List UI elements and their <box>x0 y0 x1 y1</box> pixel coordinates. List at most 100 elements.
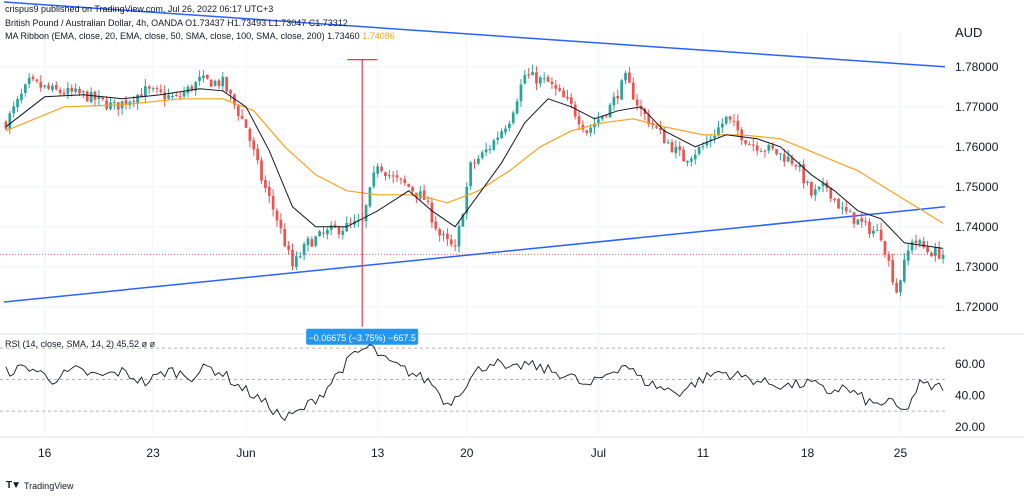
candle-body <box>697 147 701 154</box>
ma-ribbon-label: MA Ribbon (EMA, close, 20, EMA, close, 5… <box>5 31 325 41</box>
candle-body <box>82 91 85 93</box>
candle-body <box>267 187 271 197</box>
candle-body <box>837 198 840 209</box>
candle-body <box>298 256 302 258</box>
candle-body <box>213 80 217 86</box>
candle-body <box>209 79 213 87</box>
candle-body <box>74 88 77 92</box>
candle-body <box>933 247 937 256</box>
candle-body <box>194 81 198 91</box>
candle-body <box>647 114 651 125</box>
candle-body <box>899 280 902 293</box>
candle-body <box>322 232 325 234</box>
candle-body <box>802 164 806 184</box>
candle-body <box>407 183 411 187</box>
candle-body <box>426 200 430 202</box>
candle-body <box>446 233 449 239</box>
candle-body <box>113 102 116 104</box>
candle-body <box>496 137 500 141</box>
candle-body <box>442 234 445 236</box>
candle-body <box>608 104 612 118</box>
candle-body <box>844 206 848 212</box>
candle-body <box>767 144 771 151</box>
candle-body <box>941 254 945 260</box>
candle-body <box>66 87 70 95</box>
candle-body <box>891 259 895 283</box>
candle-body <box>411 187 414 192</box>
trendline-upper <box>3 1 946 68</box>
price-tick-label: 1.73000 <box>955 260 999 274</box>
candle-body <box>535 72 538 84</box>
candle-body <box>829 187 833 199</box>
candle-body <box>333 224 337 228</box>
candle-body <box>240 116 244 119</box>
candle-body <box>31 76 35 80</box>
candle-body <box>810 182 813 196</box>
candle-body <box>295 256 298 267</box>
ohlc-values: O1.73437 H1.73493 L1.73047 C1.73312 <box>185 18 348 28</box>
candle-body <box>20 93 23 101</box>
candle-body <box>662 130 666 144</box>
candle-body <box>163 92 167 100</box>
candle-body <box>380 166 383 172</box>
candle-body <box>562 90 565 98</box>
candle-body <box>639 106 643 110</box>
candle-body <box>655 126 658 128</box>
candle-body <box>364 205 368 221</box>
candle-body <box>147 86 151 89</box>
candle-body <box>473 162 476 164</box>
candle-body <box>833 198 836 200</box>
candle-body <box>612 96 616 106</box>
candle-body <box>558 88 562 91</box>
price-tick-label: 1.75000 <box>955 180 999 194</box>
time-tick-label: Jun <box>236 446 255 460</box>
candle-body <box>337 227 341 235</box>
ma-ribbon-layer <box>5 88 944 249</box>
candle-body <box>271 196 275 210</box>
price-unit-label: AUD <box>955 25 982 40</box>
candle-body <box>887 254 891 261</box>
candle-body <box>306 238 310 245</box>
ma-value-1: 1.73460 <box>327 31 360 41</box>
candle-body <box>902 259 906 282</box>
candle-body <box>291 249 294 267</box>
candle-body <box>171 96 174 98</box>
symbol-name: British Pound / Australian Dollar, 4h, O… <box>5 18 183 28</box>
candle-body <box>35 79 39 82</box>
candle-body <box>635 99 639 106</box>
candle-body <box>728 116 732 120</box>
candle-body <box>798 165 802 168</box>
candle-body <box>202 75 205 79</box>
candle-body <box>256 148 259 161</box>
candle-body <box>391 175 395 177</box>
candle-body <box>817 186 821 190</box>
candle-body <box>449 239 453 245</box>
brand-label: TradingView <box>24 480 74 491</box>
candle-body <box>387 175 391 177</box>
candle-body <box>159 89 163 92</box>
candle-body <box>690 158 693 162</box>
candle-body <box>198 76 201 81</box>
candle-body <box>51 85 54 90</box>
candle-body <box>852 212 856 224</box>
candle-body <box>519 84 523 102</box>
candle-body <box>914 240 918 243</box>
trendline-lower <box>3 206 946 303</box>
candle-body <box>217 80 221 87</box>
candle-body <box>12 106 16 114</box>
time-tick-label: 25 <box>894 446 908 460</box>
candle-body <box>178 96 182 98</box>
candle-body <box>624 73 627 81</box>
candle-body <box>744 140 747 144</box>
candle-body <box>500 131 503 138</box>
candle-body <box>395 175 399 178</box>
candle-body <box>775 149 778 155</box>
candle-body <box>790 157 794 164</box>
candle-body <box>538 77 542 84</box>
symbol-line: British Pound / Australian Dollar, 4h, O… <box>5 18 348 28</box>
measure-tool-layer[interactable]: −0.06675 (−3.75%) −667.5 <box>306 58 419 345</box>
candle-body <box>585 130 589 133</box>
candle-body <box>724 116 728 124</box>
